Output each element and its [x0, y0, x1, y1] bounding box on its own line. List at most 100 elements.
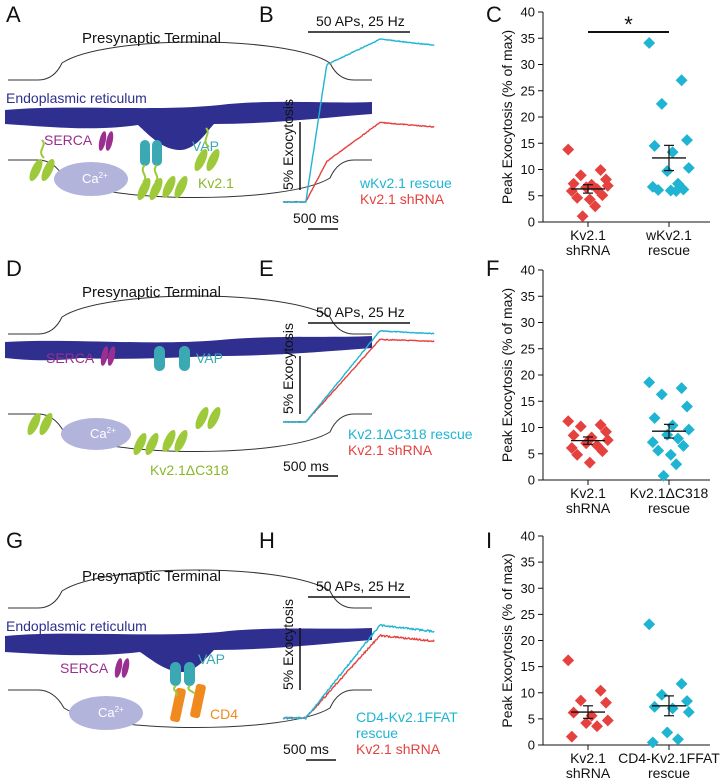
panel-label-b: B	[259, 2, 274, 27]
trace-rescue	[282, 38, 435, 204]
data-point	[600, 696, 612, 709]
trace-h: 50 APs, 25 Hz 5% Exocytosis 500 ms CD4-K…	[280, 578, 458, 761]
trace-rescue	[282, 623, 435, 720]
cd4-constructs	[170, 683, 206, 723]
data-point	[681, 400, 693, 413]
x-tick-label: wKv2.1	[645, 227, 692, 243]
panel-label-e: E	[259, 256, 274, 281]
panel-label-a: A	[6, 2, 21, 27]
y-tick-label: 15	[521, 136, 535, 151]
x-tick-label: shRNA	[566, 500, 611, 516]
y-tick-label: 40	[521, 5, 535, 20]
data-point	[655, 97, 668, 110]
calcium-pool	[54, 162, 128, 196]
x-tick-label: rescue	[648, 765, 690, 781]
channel-label: Kv2.1ΔC318	[150, 462, 229, 478]
cartoon-d: Presynaptic Terminal Endoplasmic reticul…	[5, 284, 372, 478]
y-tick-label: 0	[528, 473, 535, 488]
cartoon-a: Presynaptic Terminal Endoplasmic reticul…	[5, 30, 372, 202]
data-point	[565, 442, 578, 454]
scale-x-label: 500 ms	[283, 458, 329, 474]
scale-y-label: 5% Exocytosis	[280, 323, 296, 414]
stim-label: 50 APs, 25 Hz	[316, 304, 405, 320]
scale-x-label: 500 ms	[293, 210, 339, 226]
row-1: A Presynaptic Terminal Endoplasmic retic…	[5, 2, 710, 258]
data-point	[596, 445, 609, 458]
data-point	[574, 169, 587, 182]
er-shape	[5, 101, 372, 150]
data-point	[682, 706, 695, 719]
channel-label: CD4	[210, 706, 238, 722]
er-label: Endoplasmic reticulum	[6, 618, 147, 634]
x-tick-label: Kv2.1	[570, 750, 606, 766]
y-tick-label: 25	[521, 83, 535, 98]
data-point	[643, 376, 656, 389]
y-tick-label: 20	[521, 633, 535, 648]
serca-label: SERCA	[60, 660, 109, 676]
legend-rescue: wKv2.1 rescue	[359, 175, 452, 191]
data-point	[652, 444, 665, 457]
x-tick-label: CD4-Kv2.1FFAT	[618, 750, 720, 766]
data-point	[576, 210, 589, 223]
data-point	[565, 730, 578, 743]
data-point	[594, 164, 607, 176]
data-point	[589, 200, 602, 213]
data-point	[648, 700, 661, 713]
er-label: Endoplasmic reticulum	[6, 90, 147, 106]
data-point	[583, 193, 596, 206]
data-point	[648, 412, 661, 424]
vap-protein	[154, 346, 190, 371]
x-tick-label: Kv2.1	[570, 485, 606, 501]
panel-label-c: C	[486, 2, 502, 27]
data-point	[594, 684, 607, 697]
significance-star: *	[624, 12, 633, 37]
y-tick-label: 5	[528, 446, 535, 461]
data-point	[646, 436, 659, 449]
serca-label: SERCA	[46, 350, 95, 366]
panel-label-g: G	[6, 528, 23, 553]
data-point	[675, 74, 688, 87]
x-tick-label: shRNA	[566, 765, 611, 781]
y-tick-label: 5	[528, 711, 535, 726]
y-tick-label: 35	[521, 555, 535, 570]
y-tick-label: 30	[521, 315, 535, 330]
data-point	[574, 420, 587, 433]
y-tick-label: 25	[521, 341, 535, 356]
chart-i: 0 5 10 15 20 25 30 35 40 Peak Exocytosis (% of ma…	[499, 529, 720, 782]
data-point	[562, 143, 575, 156]
scale-y-label: 5% Exocytosis	[280, 99, 296, 190]
y-axis-label: Peak Exocytosis (% of max)	[499, 30, 515, 204]
legend-rescue-2: rescue	[356, 725, 398, 741]
y-tick-label: 20	[521, 368, 535, 383]
channel-label: Kv2.1	[198, 175, 234, 191]
legend-rescue: Kv2.1ΔC318 rescue	[348, 426, 473, 442]
calcium-label: Ca2+	[90, 426, 116, 441]
trace-e: 50 APs, 25 Hz 5% Exocytosis 500 ms Kv2.1…	[280, 304, 473, 477]
vap-label: VAP	[192, 138, 219, 154]
y-tick-label: 30	[521, 57, 535, 72]
data-point	[682, 161, 695, 174]
y-tick-label: 15	[521, 659, 535, 674]
legend-shrna: Kv2.1 shRNA	[356, 741, 441, 757]
row-2: D Presynaptic Terminal Endoplasmic retic…	[5, 256, 710, 516]
data-point	[643, 37, 656, 49]
scale-y-label: 5% Exocytosis	[280, 599, 296, 690]
y-tick-label: 35	[521, 289, 535, 304]
y-tick-label: 0	[528, 215, 535, 230]
legend-rescue: CD4-Kv2.1FFAT	[356, 709, 458, 725]
y-tick-label: 10	[521, 685, 535, 700]
vap-protein	[170, 662, 195, 686]
y-tick-label: 20	[521, 110, 535, 125]
y-tick-label: 5	[528, 188, 535, 203]
calcium-label: Ca2+	[82, 171, 108, 186]
cartoon-g: Presynaptic Terminal Endoplasmic reticul…	[5, 568, 372, 730]
data-point	[562, 415, 575, 428]
data-point	[677, 439, 690, 452]
y-tick-label: 10	[521, 420, 535, 435]
x-tick-label: shRNA	[566, 242, 611, 258]
calcium-pool	[61, 418, 131, 450]
data-point	[672, 733, 684, 746]
chart-c: 0 5 10 15 20 25 30 35 40 Peak Exocytosis (% of ma…	[499, 5, 710, 258]
data-point	[600, 425, 612, 438]
data-point	[675, 382, 688, 395]
